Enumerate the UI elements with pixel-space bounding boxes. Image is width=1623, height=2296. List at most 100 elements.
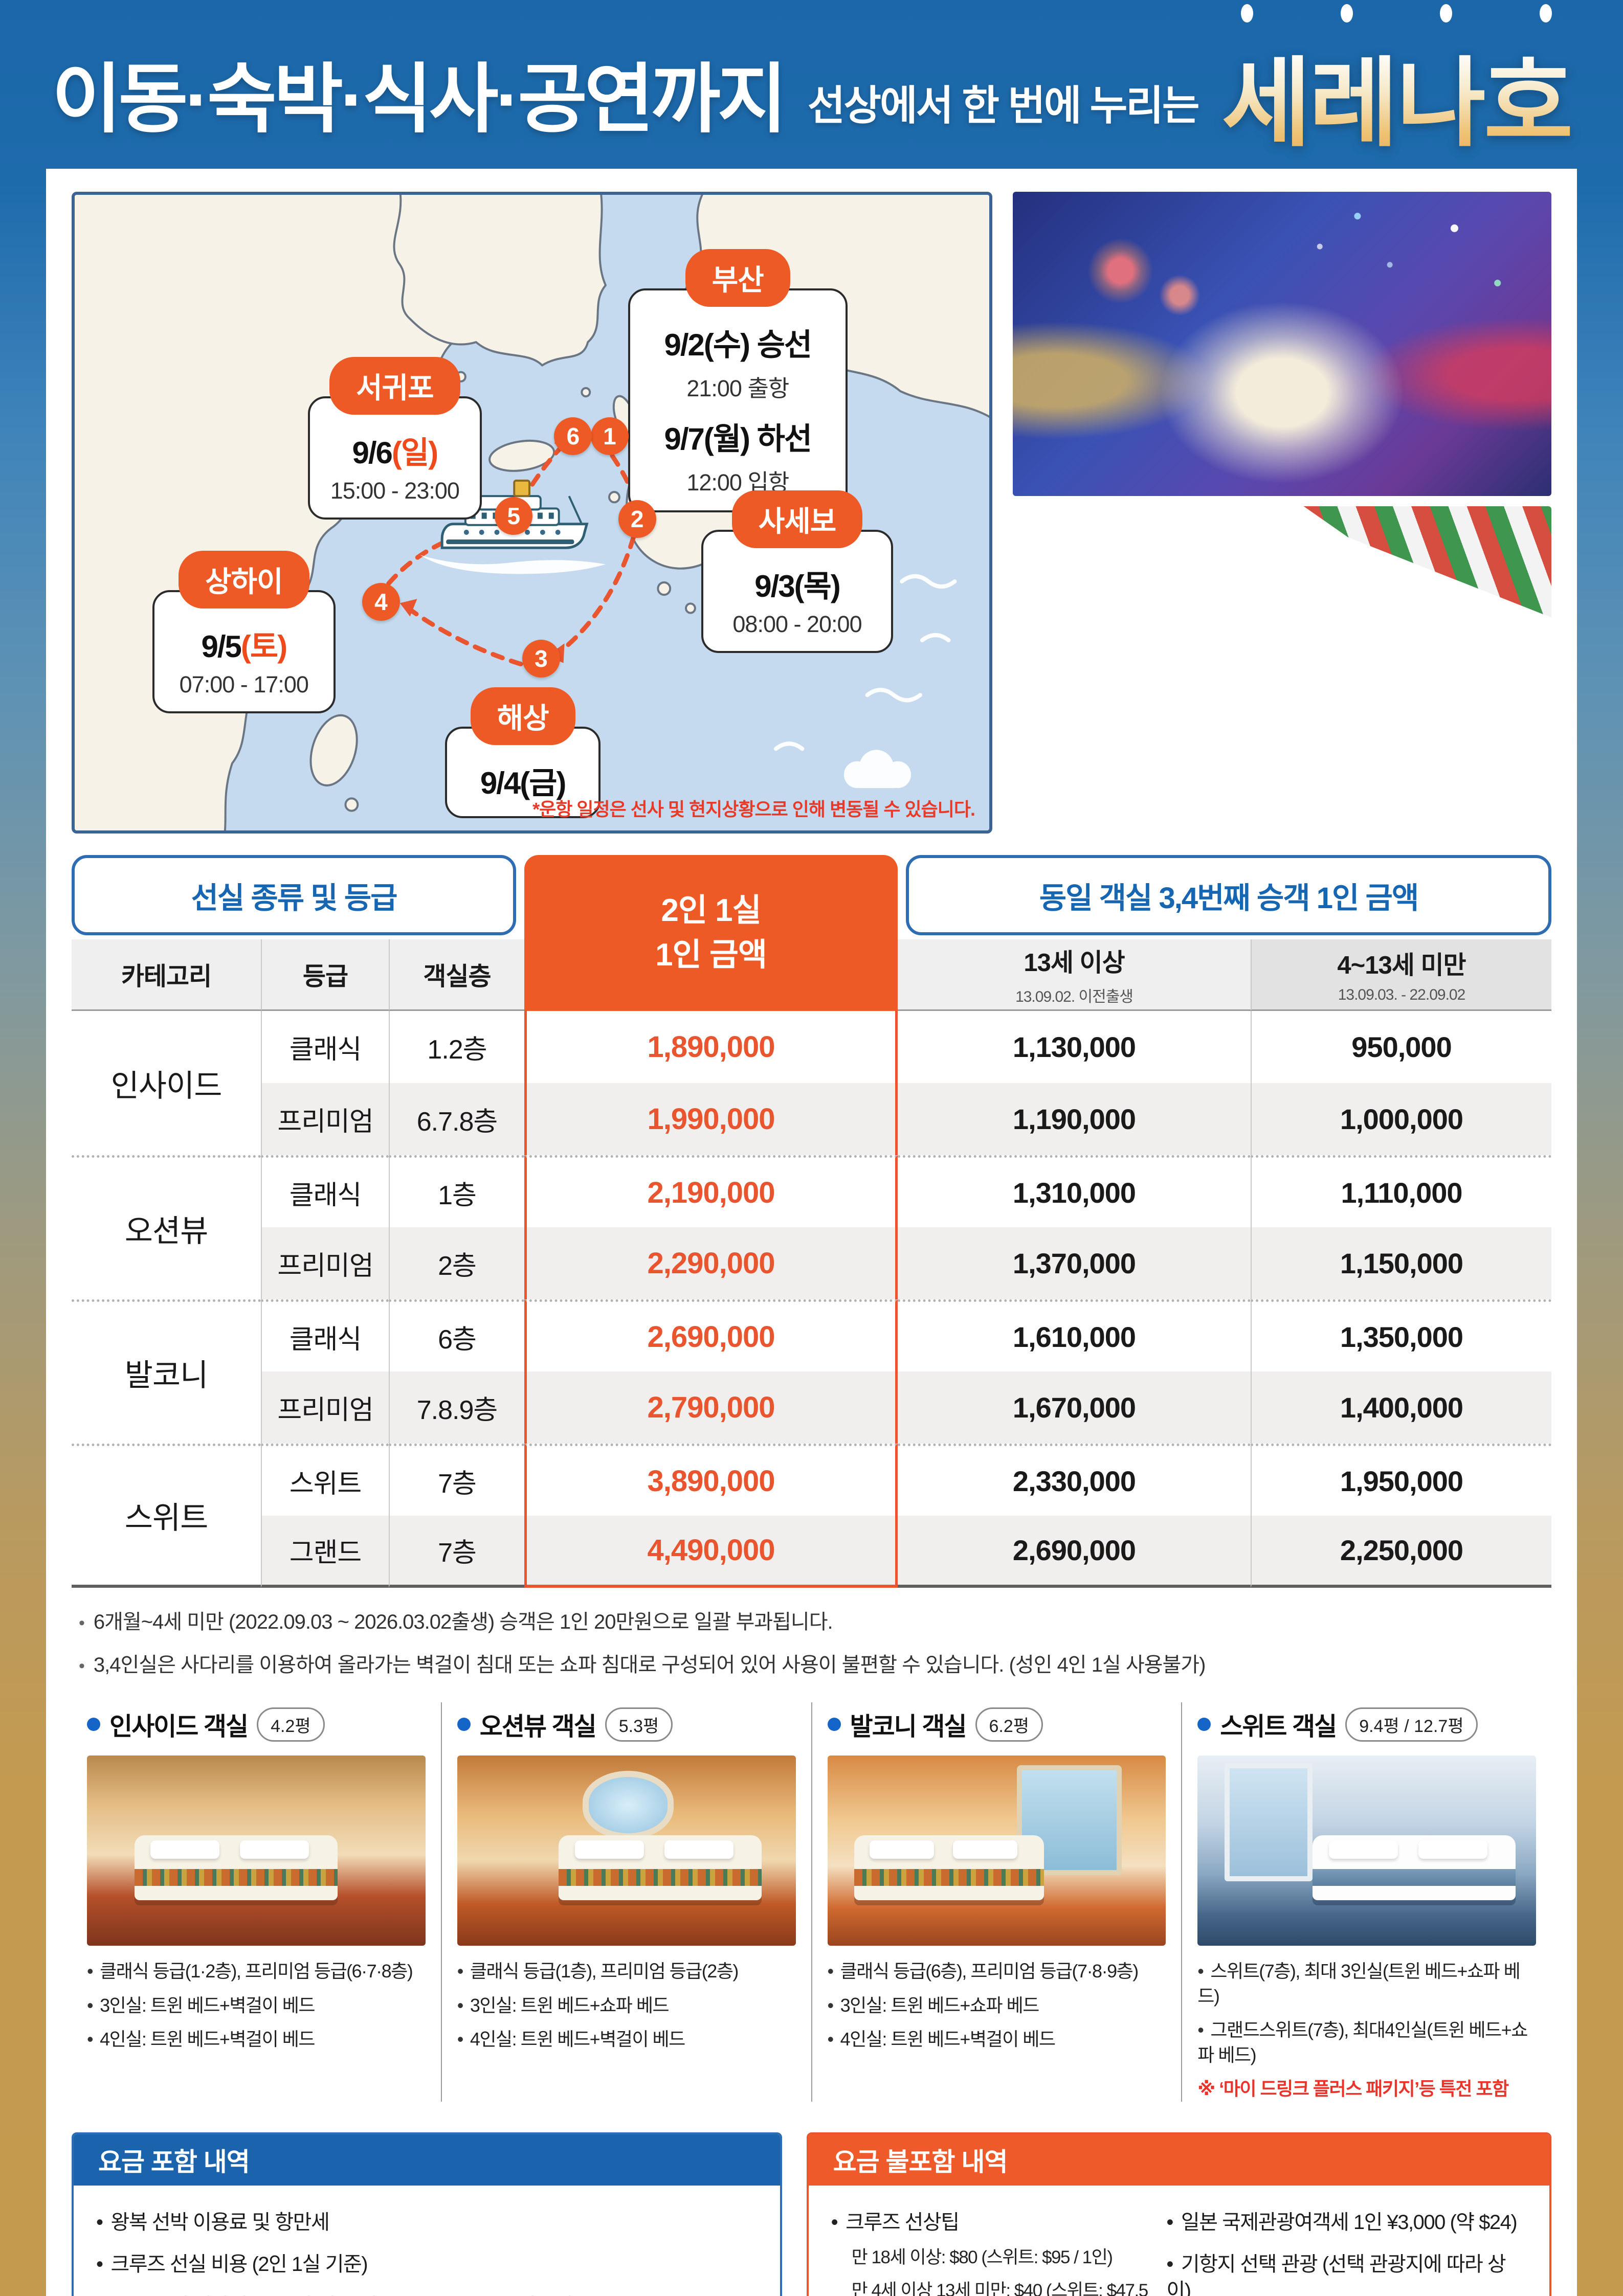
price-cell: 2,290,000 bbox=[524, 1227, 898, 1299]
table-cell: 1,130,000 bbox=[1012, 1031, 1136, 1063]
per-person-price-header: 2인 1실 1인 금액 bbox=[524, 855, 898, 1011]
bullet-dot-icon bbox=[87, 1718, 100, 1731]
porthole-window bbox=[582, 1770, 674, 1839]
table-cell: 2,330,000 bbox=[898, 1444, 1251, 1516]
cabin-feature: 그랜드스위트(7층), 최대4인실(트윈 베드+쇼파 베드) bbox=[1197, 2018, 1536, 2067]
table-notes: 6개월~4세 미만 (2022.09.03 ~ 2026.03.02출생) 승객… bbox=[72, 1605, 1551, 1678]
route-map: 1 2 3 4 5 6 부산 9/2(수) 승선 21:00 출항 9/7(월)… bbox=[72, 192, 992, 834]
busan-disembark: 9/7(월) 하선 bbox=[664, 421, 812, 456]
table-note: 6개월~4세 미만 (2022.09.03 ~ 2026.03.02출생) 승객… bbox=[72, 1605, 1551, 1635]
table-cell: 1,670,000 bbox=[898, 1371, 1251, 1444]
sasebo-date: 9/3(목) bbox=[754, 569, 841, 603]
cabin-feature: 클래식 등급(1·2층), 프리미엄 등급(6·7·8층) bbox=[87, 1959, 426, 1984]
port-seogwipo: 서귀포 9/6(일) 15:00 - 23:00 bbox=[307, 356, 482, 520]
cabin-feature: 클래식 등급(6층), 프리미엄 등급(7·8·9층) bbox=[828, 1959, 1166, 1984]
seogwipo-date: 9/6(일) bbox=[352, 435, 439, 470]
price-cell: 2,690,000 bbox=[524, 1299, 898, 1371]
table-cell: 950,000 bbox=[1251, 1011, 1551, 1083]
land-island-sw bbox=[309, 714, 358, 786]
page-title: 이동·숙박·식사·공연까지 bbox=[52, 57, 787, 142]
table-cell: 1,110,000 bbox=[1251, 1155, 1551, 1227]
cabin-name: 인사이드 객실 bbox=[109, 1713, 249, 1741]
waypoint-2: 2 bbox=[618, 500, 656, 538]
table-cell: 1,350,000 bbox=[1251, 1299, 1551, 1371]
cabin-feature: 스위트(7층), 최대 3인실(트윈 베드+쇼파 베드) bbox=[1197, 1959, 1536, 2009]
price-cell: 2,790,000 bbox=[524, 1371, 898, 1444]
cabin-feature: 3인실: 트윈 베드+쇼파 베드 bbox=[457, 1993, 796, 2018]
content-card: 1 2 3 4 5 6 부산 9/2(수) 승선 21:00 출항 9/7(월)… bbox=[46, 169, 1577, 2296]
port-shanghai: 상하이 9/5(토) 07:00 - 17:00 bbox=[152, 551, 336, 714]
shanghai-time: 07:00 - 17:00 bbox=[179, 671, 309, 698]
waypoint-6: 6 bbox=[554, 417, 592, 456]
busan-depart-time: 21:00 출항 bbox=[686, 375, 789, 401]
tip-title: 크루즈 선상팁 bbox=[831, 2209, 1151, 2236]
tip-line: 만 4세 이상 13세 미만: $40 (스위트: $47.5 / 1인) bbox=[851, 2281, 1149, 2296]
cabin-feature: 4인실: 트윈 베드+벽걸이 베드 bbox=[457, 2027, 796, 2052]
balcony-cabin-photo bbox=[827, 1755, 1166, 1946]
category-oceanview: 오션뷰 bbox=[72, 1155, 261, 1299]
fees-excluded-title: 요금 불포함 내역 bbox=[808, 2134, 1549, 2186]
table-cell: 6층 bbox=[389, 1299, 524, 1371]
category-suite: 스위트 bbox=[72, 1444, 261, 1588]
cabin-feature: 4인실: 트윈 베드+벽걸이 베드 bbox=[828, 2027, 1166, 2052]
table-cell: 1,370,000 bbox=[898, 1227, 1251, 1299]
table-cell: 클래식 bbox=[261, 1011, 389, 1083]
suite-balcony-door bbox=[1225, 1763, 1313, 1881]
port-shanghai-pill: 상하이 bbox=[178, 551, 309, 609]
category-inside: 인사이드 bbox=[110, 1068, 223, 1103]
cabin-card-inside: 인사이드 객실 4.2평 클래식 등급(1·2층), 프리미엄 등급(6·7·8… bbox=[72, 1702, 441, 2102]
seogwipo-time: 15:00 - 23:00 bbox=[330, 477, 460, 504]
top-section: 1 2 3 4 5 6 부산 9/2(수) 승선 21:00 출항 9/7(월)… bbox=[72, 192, 1551, 834]
bullet-dot-icon bbox=[827, 1718, 841, 1731]
bullet-dot-icon bbox=[1197, 1718, 1211, 1731]
waypoint-4: 4 bbox=[362, 582, 400, 621]
price-cell: 4,490,000 bbox=[524, 1516, 898, 1588]
map-disclaimer: *운항 일정은 선사 및 현지상황으로 인해 변동될 수 있습니다. bbox=[532, 799, 975, 820]
sasebo-time: 08:00 - 20:00 bbox=[732, 611, 862, 637]
waypoint-3: 3 bbox=[522, 640, 560, 678]
col-adult: 13세 이상 13.09.02. 이전출생 bbox=[898, 939, 1251, 1011]
party-lounge-photo bbox=[1013, 506, 1551, 834]
table-cell: 1층 bbox=[389, 1155, 524, 1227]
table-cell: 1,400,000 bbox=[1251, 1371, 1551, 1444]
table-cell: 클래식 bbox=[261, 1299, 389, 1371]
size-badge: 9.4평 / 12.7평 bbox=[1345, 1707, 1478, 1742]
stage-show-photo bbox=[1013, 192, 1551, 496]
suite-cabin-photo bbox=[1197, 1755, 1536, 1946]
fees-included-box: 요금 포함 내역 왕복 선박 이용료 및 항만세 크루즈 선실 비용 (2인 1… bbox=[72, 2132, 782, 2296]
ship-name: 세레나호 bbox=[1221, 25, 1573, 165]
table-cell: 1.2층 bbox=[389, 1011, 524, 1083]
table-cell: 1,610,000 bbox=[898, 1299, 1251, 1371]
table-cell: 프리미엄 bbox=[261, 1227, 389, 1299]
port-sea-pill: 해상 bbox=[470, 687, 575, 746]
fee-section: 요금 포함 내역 왕복 선박 이용료 및 항만세 크루즈 선실 비용 (2인 1… bbox=[72, 2132, 1551, 2296]
price-table: 선실 종류 및 등급 2인 1실 1인 금액 동일 객실 3,4번째 승객 1인… bbox=[72, 855, 1551, 1588]
table-cell: 7층 bbox=[389, 1516, 524, 1588]
table-cell: 1,950,000 bbox=[1251, 1444, 1551, 1516]
ship-name-dots-icon bbox=[1221, 4, 1571, 22]
category-balcony: 발코니 bbox=[72, 1299, 261, 1444]
table-cell: 1,000,000 bbox=[1251, 1083, 1551, 1155]
table-cell: 2,250,000 bbox=[1251, 1516, 1551, 1588]
extra-guest-header: 동일 객실 3,4번째 승객 1인 금액 bbox=[906, 855, 1551, 935]
port-busan: 부산 9/2(수) 승선 21:00 출항 9/7(월) 하선 12:00 입항 bbox=[628, 249, 848, 512]
table-cell: 7층 bbox=[389, 1444, 524, 1516]
port-sasebo: 사세보 9/3(목) 08:00 - 20:00 bbox=[701, 490, 894, 653]
land-korea bbox=[393, 195, 607, 367]
fees-excluded-box: 요금 불포함 내역 크루즈 선상팁 만 18세 이상: $80 (스위트: $9… bbox=[806, 2132, 1551, 2296]
cabin-feature: 3인실: 트윈 베드+벽걸이 베드 bbox=[87, 1993, 426, 2018]
included-item: 크루즈 내 정찬식 및 뷔페(일부 레스토랑 유료) & 갈라디너 쇼 bbox=[96, 2293, 758, 2296]
col-child: 4~13세 미만 13.09.03. - 22.09.02 bbox=[1251, 939, 1551, 1011]
port-busan-pill: 부산 bbox=[685, 249, 790, 307]
excluded-item: 일본 국제관광여객세 1인 ¥3,000 (약 $24) bbox=[1166, 2209, 1527, 2236]
table-cell: 1,190,000 bbox=[898, 1083, 1251, 1155]
port-sea: 해상 9/4(금) bbox=[445, 687, 601, 819]
waypoint-5: 5 bbox=[495, 497, 533, 535]
table-cell: 2,690,000 bbox=[898, 1516, 1251, 1588]
table-cell: 프리미엄 bbox=[261, 1083, 389, 1155]
ship-name-block: 세레나호 bbox=[1221, 4, 1573, 165]
table-cell: 스위트 bbox=[261, 1444, 389, 1516]
land-jeju bbox=[488, 439, 555, 472]
tip-line: 만 18세 이상: $80 (스위트: $95 / 1인) bbox=[851, 2247, 1113, 2267]
header: 이동·숙박·식사·공연까지 선상에서 한 번에 누리는 세레나호 bbox=[0, 0, 1623, 169]
